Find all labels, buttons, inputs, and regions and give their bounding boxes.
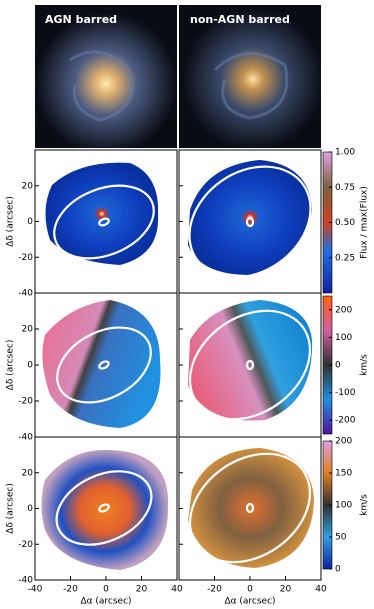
y-tick-label: 0 bbox=[27, 361, 33, 371]
ellipse bbox=[53, 165, 312, 564]
y-tick-label: -40 bbox=[18, 576, 33, 586]
galaxy-image bbox=[179, 5, 321, 148]
colorbar-tick-label: 0.75 bbox=[335, 183, 355, 193]
y-tick-label: -20 bbox=[18, 397, 33, 407]
x-tick-label: -20 bbox=[63, 585, 78, 595]
colorbar-tick-label: -100 bbox=[335, 388, 356, 398]
y-tick-label: 0 bbox=[27, 217, 33, 227]
x-axis-label: Δα (arcsec) bbox=[80, 597, 131, 607]
galaxy-image bbox=[35, 5, 177, 148]
y-axis-label: Δδ (arcsec) bbox=[6, 340, 16, 391]
y-tick-label: 20 bbox=[22, 325, 34, 335]
y-tick-label: 20 bbox=[22, 181, 34, 191]
x-tick-label: 0 bbox=[103, 585, 109, 595]
colorbar-tick-label: 0 bbox=[335, 565, 341, 575]
panel-title: non-AGN barred bbox=[190, 13, 290, 26]
dispersion-map bbox=[41, 448, 314, 570]
y-tick-label: -40 bbox=[18, 289, 33, 299]
y-tick-label: -20 bbox=[18, 540, 33, 550]
x-tick-label: -20 bbox=[207, 585, 222, 595]
y-tick-label: -20 bbox=[18, 253, 33, 263]
x-tick-label: 20 bbox=[136, 585, 148, 595]
x-tick-label: 20 bbox=[280, 585, 292, 595]
colorbar-tick-label: 0 bbox=[335, 361, 341, 371]
y-tick-label: 0 bbox=[27, 504, 33, 514]
colorbar-tick-label: 100 bbox=[335, 333, 352, 343]
colorbar-tick-label: 200 bbox=[335, 437, 352, 447]
y-tick-label: -40 bbox=[18, 433, 33, 443]
colorbar-label: km/s bbox=[360, 494, 370, 516]
x-tick-label: 0 bbox=[247, 585, 253, 595]
colorbar-label: Flux / max(Flux) bbox=[360, 186, 370, 259]
colorbar-tick-label: 200 bbox=[335, 305, 352, 315]
colorbar-tick-label: 0.50 bbox=[335, 218, 355, 228]
colorbar-label: km/s bbox=[360, 354, 370, 376]
panel-title: AGN barred bbox=[45, 13, 117, 26]
spiral-arms bbox=[69, 50, 289, 122]
colorbar-tick-label: 0.25 bbox=[335, 253, 355, 263]
x-axis-label: Δα (arcsec) bbox=[224, 597, 275, 607]
colorbar-tick-label: 150 bbox=[335, 469, 352, 479]
colorbar-tick-label: 1.00 bbox=[335, 148, 355, 158]
colorbar-tick-label: -200 bbox=[335, 416, 356, 426]
x-tick-label: 40 bbox=[315, 585, 327, 595]
colorbar-tick-label: 100 bbox=[335, 501, 352, 511]
y-axis-label: Δδ (arcsec) bbox=[6, 196, 16, 247]
x-tick-label: -40 bbox=[28, 585, 43, 595]
x-tick-label: 40 bbox=[171, 585, 183, 595]
colorbar-tick-label: 50 bbox=[335, 533, 347, 543]
y-tick-label: 20 bbox=[22, 468, 34, 478]
y-axis-label: Δδ (arcsec) bbox=[6, 483, 16, 534]
